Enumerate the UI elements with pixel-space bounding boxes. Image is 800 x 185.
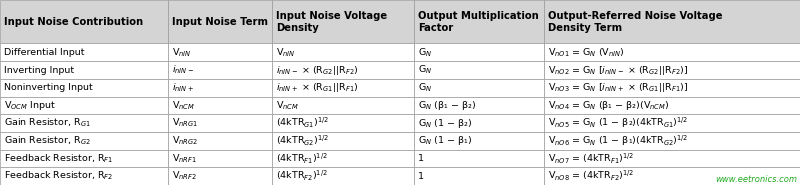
Bar — [168, 114, 272, 132]
Bar — [544, 132, 800, 150]
Text: V$_{nCM}$: V$_{nCM}$ — [276, 99, 299, 112]
Bar — [544, 61, 800, 79]
Bar — [0, 43, 168, 61]
Text: V$_{nRF2}$: V$_{nRF2}$ — [172, 170, 197, 182]
Text: Feedback Resistor, R$_{F2}$: Feedback Resistor, R$_{F2}$ — [4, 170, 114, 182]
Text: V$_{nO7}$ = (4kTR$_{F1}$)$^{1/2}$: V$_{nO7}$ = (4kTR$_{F1}$)$^{1/2}$ — [548, 151, 634, 166]
Bar — [272, 43, 414, 61]
Bar — [414, 167, 544, 185]
Bar — [168, 43, 272, 61]
Text: Input Noise Contribution: Input Noise Contribution — [4, 17, 143, 27]
Text: G$_N$: G$_N$ — [418, 64, 432, 76]
Text: Output-Referred Noise Voltage
Density Term: Output-Referred Noise Voltage Density Te… — [548, 11, 722, 33]
Bar — [0, 97, 168, 114]
Bar — [544, 79, 800, 97]
Text: V$_{OCM}$ Input: V$_{OCM}$ Input — [4, 99, 56, 112]
Bar — [0, 0, 168, 43]
Bar — [544, 97, 800, 114]
Text: $i_{nIN-}$: $i_{nIN-}$ — [172, 64, 194, 76]
Bar — [272, 150, 414, 167]
Bar — [0, 79, 168, 97]
Text: G$_N$ (1 − β₁): G$_N$ (1 − β₁) — [418, 134, 472, 147]
Bar — [168, 167, 272, 185]
Text: Output Multiplication
Factor: Output Multiplication Factor — [418, 11, 538, 33]
Bar — [168, 132, 272, 150]
Bar — [168, 0, 272, 43]
Bar — [414, 132, 544, 150]
Text: V$_{nO1}$ = G$_N$ (V$_{nIN}$): V$_{nO1}$ = G$_N$ (V$_{nIN}$) — [548, 46, 625, 59]
Text: V$_{nO3}$ = G$_N$ [$i_{nIN+}$ × (R$_{G1}$||R$_{F1}$)]: V$_{nO3}$ = G$_N$ [$i_{nIN+}$ × (R$_{G1}… — [548, 81, 688, 94]
Text: Feedback Resistor, R$_{F1}$: Feedback Resistor, R$_{F1}$ — [4, 152, 114, 165]
Text: Input Noise Voltage
Density: Input Noise Voltage Density — [276, 11, 387, 33]
Text: V$_{nO4}$ = G$_N$ (β₁ − β₂)(V$_{nCM}$): V$_{nO4}$ = G$_N$ (β₁ − β₂)(V$_{nCM}$) — [548, 99, 670, 112]
Text: V$_{nO2}$ = G$_N$ [$i_{nIN-}$ × (R$_{G2}$||R$_{F2}$)]: V$_{nO2}$ = G$_N$ [$i_{nIN-}$ × (R$_{G2}… — [548, 63, 688, 77]
Bar — [414, 150, 544, 167]
Text: G$_N$ (β₁ − β₂): G$_N$ (β₁ − β₂) — [418, 99, 476, 112]
Bar — [544, 43, 800, 61]
Bar — [0, 114, 168, 132]
Bar — [272, 132, 414, 150]
Text: V$_{nRG2}$: V$_{nRG2}$ — [172, 134, 198, 147]
Bar — [414, 79, 544, 97]
Text: 1: 1 — [418, 172, 424, 181]
Text: V$_{nO5}$ = G$_N$ (1 − β₂)(4kTR$_{G1}$)$^{1/2}$: V$_{nO5}$ = G$_N$ (1 − β₂)(4kTR$_{G1}$)$… — [548, 116, 689, 130]
Bar — [544, 167, 800, 185]
Text: G$_N$: G$_N$ — [418, 46, 432, 59]
Bar — [272, 79, 414, 97]
Text: $i_{nIN+}$: $i_{nIN+}$ — [172, 81, 194, 94]
Text: G$_N$ (1 − β₂): G$_N$ (1 − β₂) — [418, 117, 472, 130]
Text: www.eetronics.com: www.eetronics.com — [715, 175, 797, 184]
Bar — [414, 61, 544, 79]
Text: (4kTR$_{G2}$)$^{1/2}$: (4kTR$_{G2}$)$^{1/2}$ — [276, 134, 329, 148]
Text: Inverting Input: Inverting Input — [4, 65, 74, 75]
Bar — [168, 97, 272, 114]
Text: V$_{nIN}$: V$_{nIN}$ — [276, 46, 295, 59]
Text: Gain Resistor, R$_{G1}$: Gain Resistor, R$_{G1}$ — [4, 117, 90, 129]
Bar — [544, 150, 800, 167]
Bar — [0, 132, 168, 150]
Bar — [272, 114, 414, 132]
Text: V$_{nRG1}$: V$_{nRG1}$ — [172, 117, 198, 129]
Bar — [0, 61, 168, 79]
Bar — [272, 97, 414, 114]
Text: 1: 1 — [418, 154, 424, 163]
Text: $i_{nIN+}$ × (R$_{G1}$||R$_{F1}$): $i_{nIN+}$ × (R$_{G1}$||R$_{F1}$) — [276, 81, 358, 94]
Bar — [0, 167, 168, 185]
Text: Differential Input: Differential Input — [4, 48, 85, 57]
Text: V$_{nIN}$: V$_{nIN}$ — [172, 46, 191, 59]
Text: V$_{nO8}$ = (4kTR$_{F2}$)$^{1/2}$: V$_{nO8}$ = (4kTR$_{F2}$)$^{1/2}$ — [548, 169, 634, 183]
Bar — [0, 150, 168, 167]
Text: V$_{nCM}$: V$_{nCM}$ — [172, 99, 195, 112]
Bar — [272, 61, 414, 79]
Bar — [544, 114, 800, 132]
Text: Gain Resistor, R$_{G2}$: Gain Resistor, R$_{G2}$ — [4, 134, 90, 147]
Text: Input Noise Term: Input Noise Term — [172, 17, 268, 27]
Text: V$_{nRF1}$: V$_{nRF1}$ — [172, 152, 197, 165]
Text: Noninverting Input: Noninverting Input — [4, 83, 93, 92]
Bar — [544, 0, 800, 43]
Text: $i_{nIN-}$ × (R$_{G2}$||R$_{F2}$): $i_{nIN-}$ × (R$_{G2}$||R$_{F2}$) — [276, 63, 358, 77]
Text: (4kTR$_{F2}$)$^{1/2}$: (4kTR$_{F2}$)$^{1/2}$ — [276, 169, 327, 183]
Bar — [168, 150, 272, 167]
Bar — [272, 0, 414, 43]
Bar — [414, 97, 544, 114]
Text: (4kTR$_{F1}$)$^{1/2}$: (4kTR$_{F1}$)$^{1/2}$ — [276, 151, 327, 166]
Bar — [414, 114, 544, 132]
Bar — [414, 0, 544, 43]
Bar — [272, 167, 414, 185]
Bar — [414, 43, 544, 61]
Text: (4kTR$_{G1}$)$^{1/2}$: (4kTR$_{G1}$)$^{1/2}$ — [276, 116, 329, 130]
Text: G$_N$: G$_N$ — [418, 81, 432, 94]
Text: V$_{nO6}$ = G$_N$ (1 − β₁)(4kTR$_{G2}$)$^{1/2}$: V$_{nO6}$ = G$_N$ (1 − β₁)(4kTR$_{G2}$)$… — [548, 133, 689, 148]
Bar — [168, 61, 272, 79]
Bar — [168, 79, 272, 97]
